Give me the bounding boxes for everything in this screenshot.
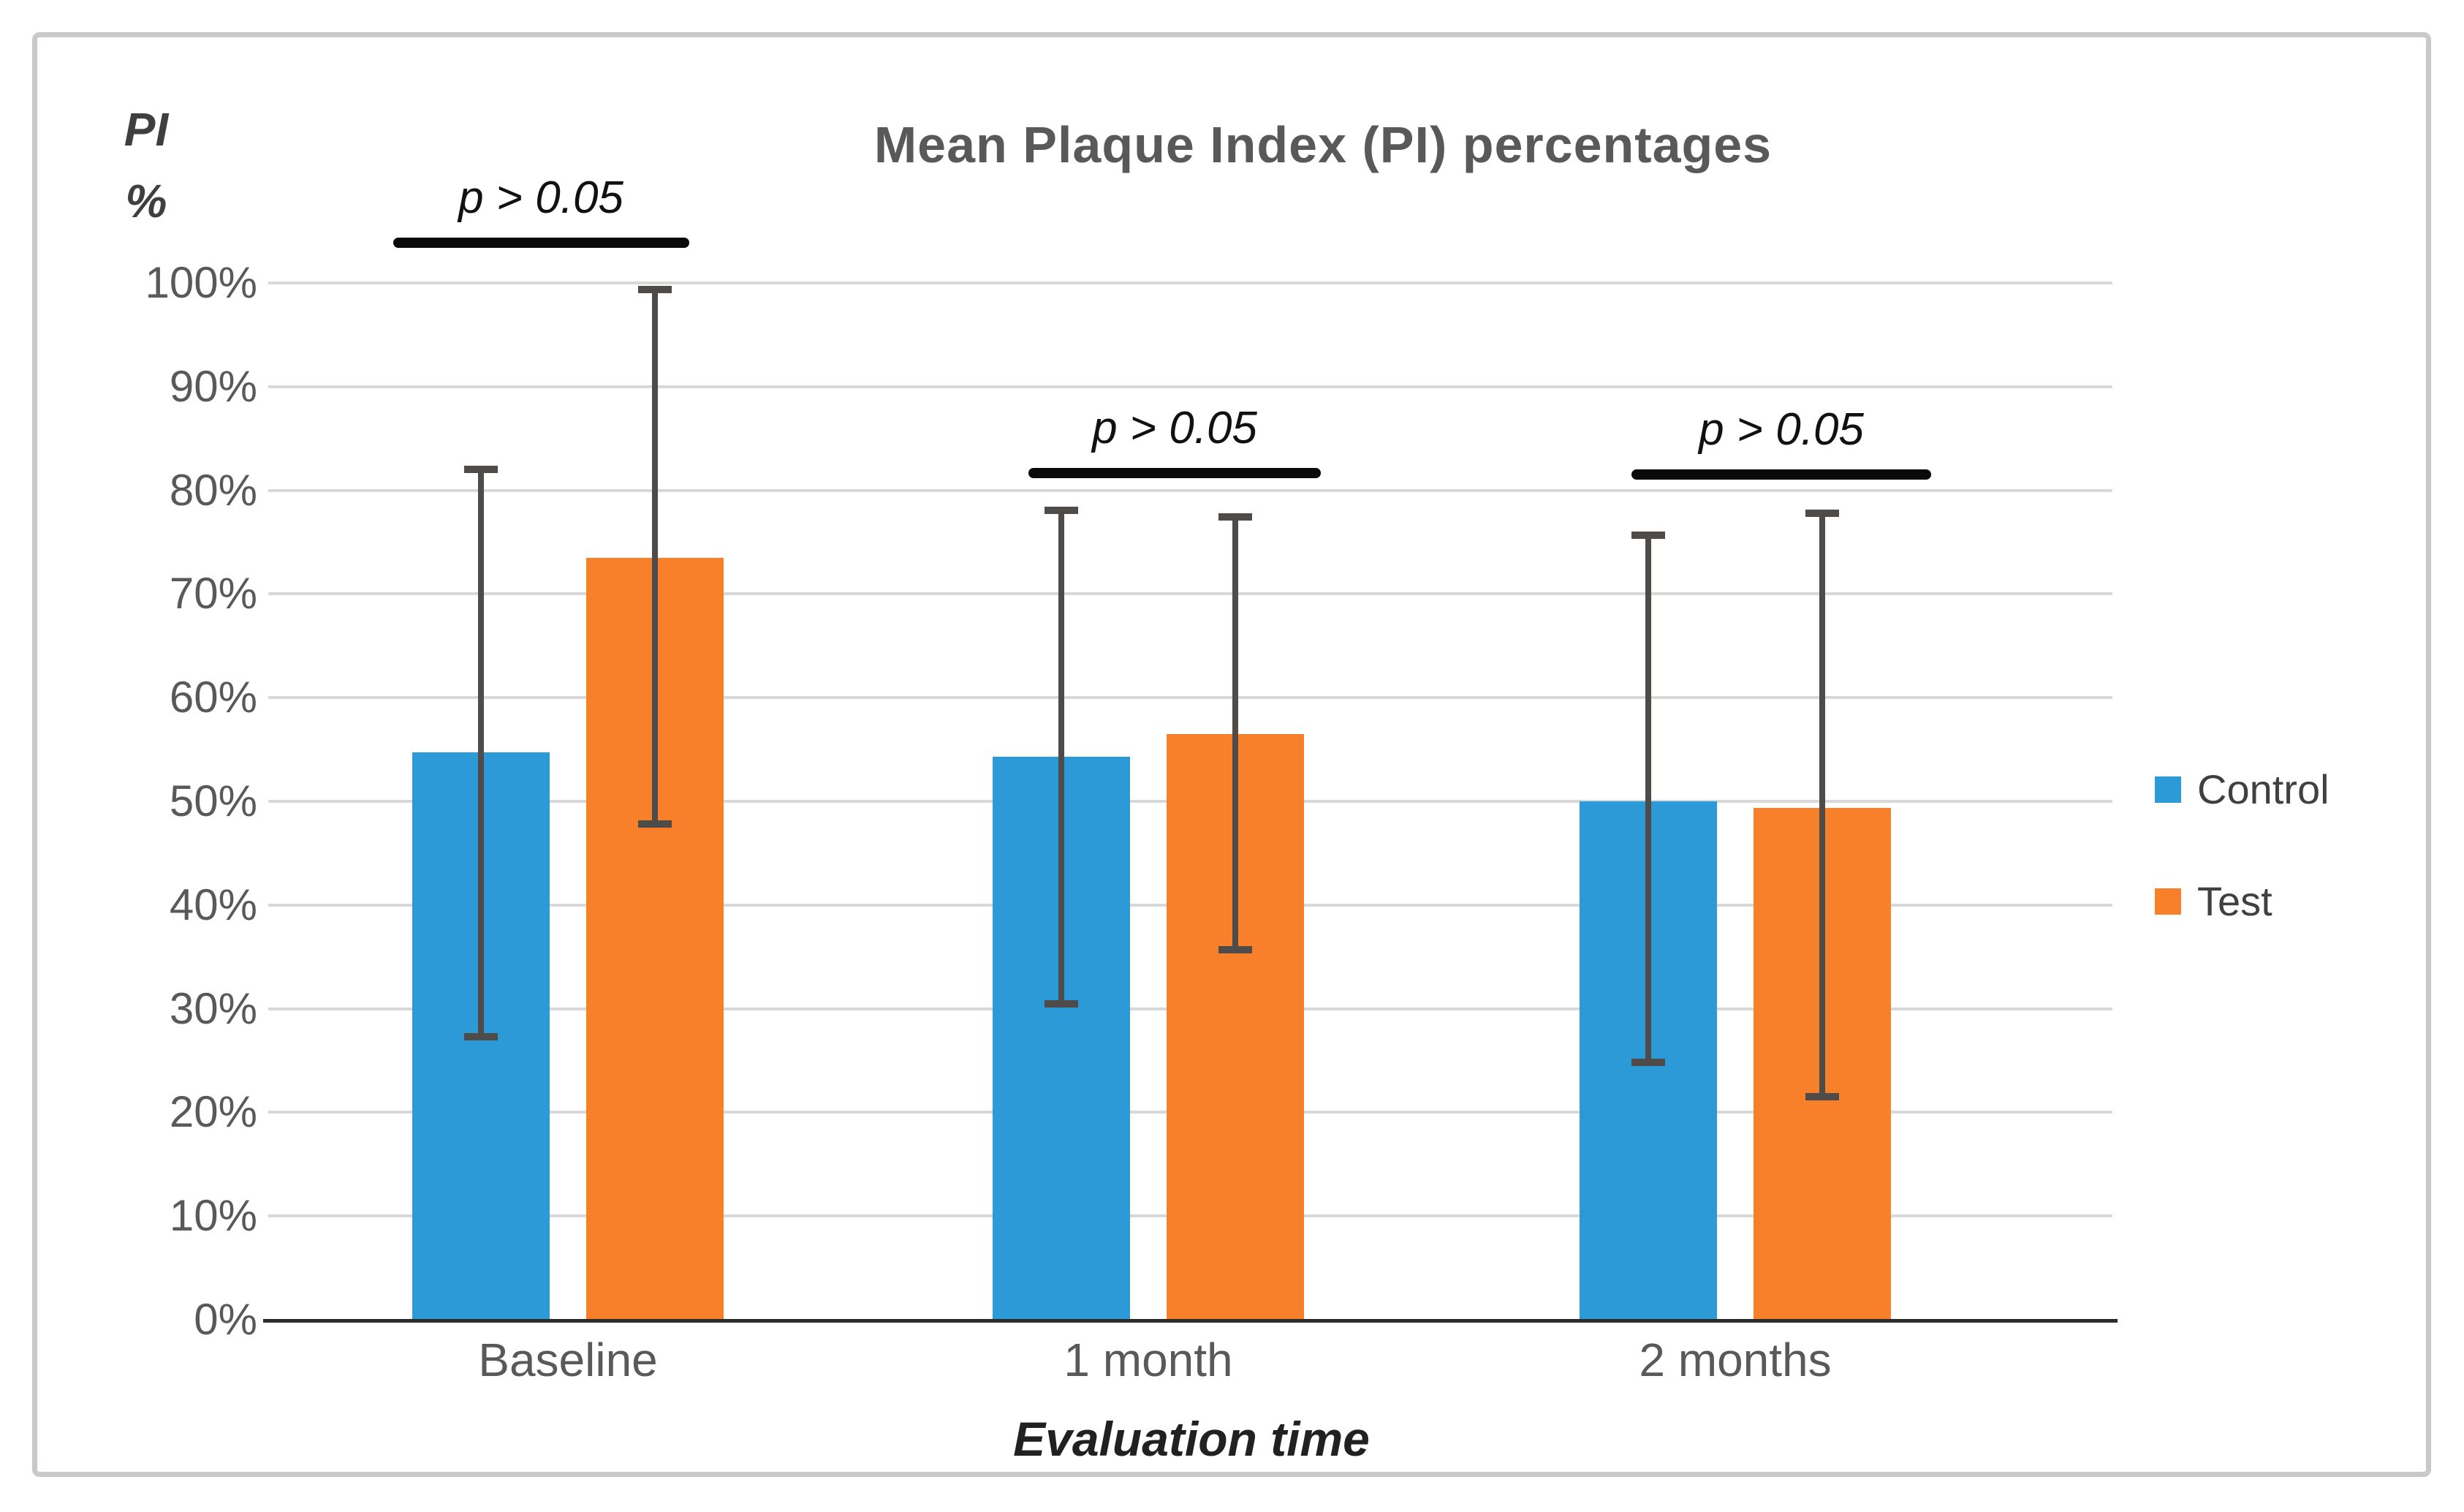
x-category-label-2: 2 months: [1639, 1334, 1832, 1386]
gridline-100: [268, 281, 2112, 284]
error-bar-cap-bottom-test-2: [1805, 1093, 1839, 1101]
gridline-60: [268, 696, 2112, 700]
error-bar-line-control-0: [478, 469, 484, 1037]
error-bar-cap-bottom-control-2: [1631, 1059, 1665, 1067]
x-category-label-1: 1 month: [1064, 1334, 1233, 1386]
error-bar-line-control-1: [1058, 510, 1064, 1004]
y-tick-label-0: 0%: [194, 1295, 257, 1344]
legend-label-control: Control: [2197, 766, 2330, 812]
chart-title: Mean Plaque Index (PI) percentages: [873, 116, 1773, 173]
y-tick-label-40: 40%: [169, 880, 257, 929]
legend-item-test: Test: [2155, 880, 2272, 923]
legend-label-test: Test: [2197, 878, 2272, 924]
significance-bar-2: [1631, 469, 1931, 480]
significance-text-0: p > 0.05: [458, 173, 623, 223]
error-bar-cap-top-control-0: [464, 466, 498, 474]
y-tick-label-80: 80%: [169, 465, 257, 515]
x-axis-label: Evaluation time: [1013, 1412, 1370, 1466]
error-bar-line-test-2: [1819, 513, 1825, 1097]
error-bar-line-test-0: [652, 289, 658, 825]
error-bar-cap-top-control-1: [1045, 506, 1078, 514]
error-bar-cap-top-control-2: [1631, 531, 1665, 539]
x-category-label-0: Baseline: [478, 1334, 658, 1386]
y-tick-label-20: 20%: [169, 1087, 257, 1137]
legend-swatch-test: [2155, 888, 2181, 915]
y-tick-label-60: 60%: [169, 673, 257, 722]
x-axis-line: [263, 1319, 2118, 1323]
error-bar-cap-bottom-control-0: [464, 1032, 498, 1040]
y-tick-label-50: 50%: [169, 776, 257, 825]
y-axis-label-line-1: PI: [124, 103, 169, 156]
error-bar-cap-bottom-control-1: [1045, 999, 1078, 1008]
gridline-70: [268, 592, 2112, 596]
significance-bar-0: [393, 238, 689, 248]
y-axis-label-line-2: %: [125, 175, 167, 227]
y-tick-label-90: 90%: [169, 361, 257, 411]
y-tick-label-30: 30%: [169, 983, 257, 1033]
legend-item-control: Control: [2155, 768, 2330, 812]
significance-bar-1: [1028, 468, 1321, 478]
error-bar-cap-bottom-test-0: [638, 820, 672, 828]
significance-text-1: p > 0.05: [1092, 403, 1257, 453]
error-bar-cap-bottom-test-1: [1218, 945, 1252, 953]
legend-swatch-control: [2155, 776, 2181, 803]
y-tick-label-70: 70%: [169, 569, 257, 619]
significance-text-2: p > 0.05: [1699, 404, 1864, 455]
error-bar-cap-top-test-0: [638, 285, 672, 293]
error-bar-line-control-2: [1645, 534, 1651, 1063]
gridline-90: [268, 385, 2112, 388]
error-bar-line-test-1: [1232, 517, 1238, 950]
error-bar-cap-top-test-1: [1218, 513, 1252, 521]
gridline-80: [268, 488, 2112, 492]
y-tick-label-10: 10%: [169, 1191, 257, 1241]
y-tick-label-100: 100%: [145, 258, 257, 307]
error-bar-cap-top-test-2: [1805, 509, 1839, 517]
